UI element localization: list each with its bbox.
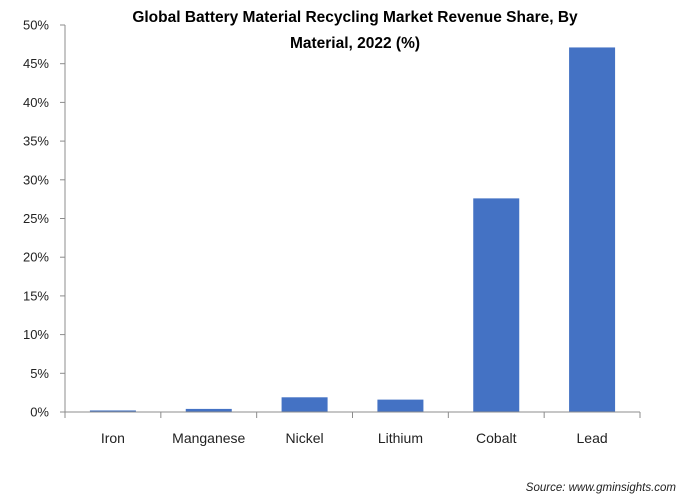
- bars: [89, 47, 616, 413]
- x-axis: Iron Manganese Nickel Lithium Cobalt Lead: [64, 411, 641, 446]
- y-tick-label: 20%: [23, 250, 49, 265]
- chart-title-line-1: Global Battery Material Recycling Market…: [132, 9, 578, 26]
- bar-cobalt: [473, 198, 520, 412]
- y-tick-label: 50%: [23, 18, 49, 33]
- chart-title-line-2: Material, 2022 (%): [290, 35, 420, 52]
- y-tick-label: 30%: [23, 172, 49, 187]
- y-tick-label: 15%: [23, 288, 49, 303]
- bar-iron: [89, 410, 136, 412]
- bar-lithium: [377, 399, 424, 412]
- y-tick-label: 40%: [23, 95, 49, 110]
- y-tick-label: 35%: [23, 134, 49, 149]
- x-category-label: Cobalt: [476, 430, 517, 446]
- y-tick-label: 5%: [30, 366, 49, 381]
- x-category-label: Nickel: [286, 430, 324, 446]
- x-category-label: Iron: [101, 430, 125, 446]
- bar-nickel: [281, 397, 328, 412]
- bar-manganese: [185, 408, 232, 412]
- y-axis: 0% 5% 10% 15% 20% 25% 30% 35% 40% 45% 50%: [23, 18, 66, 420]
- source-note: Source: www.gminsights.com: [526, 482, 677, 494]
- bar-lead: [569, 47, 616, 413]
- y-tick-label: 0%: [30, 405, 49, 420]
- y-tick-label: 25%: [23, 211, 49, 226]
- x-category-label: Manganese: [172, 430, 245, 446]
- x-category-label: Lead: [577, 430, 608, 446]
- x-category-label: Lithium: [378, 430, 423, 446]
- y-tick-label: 45%: [23, 56, 49, 71]
- y-tick-label: 10%: [23, 327, 49, 342]
